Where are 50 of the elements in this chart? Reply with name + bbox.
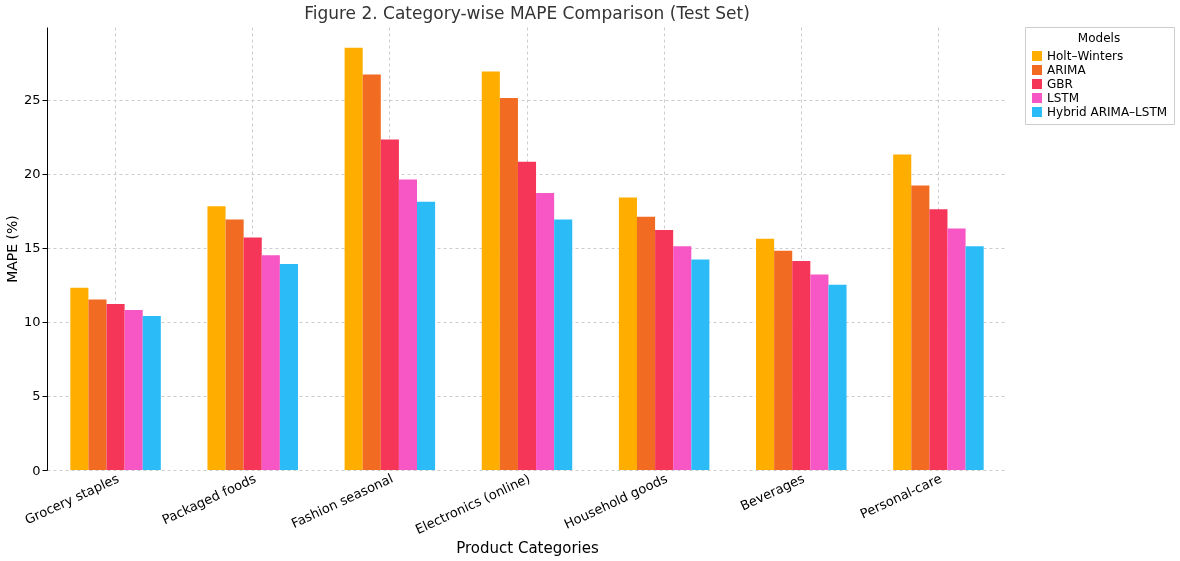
bar [261,255,280,470]
y-tick-label: 10 [23,314,41,330]
x-axis-title: Product Categories [456,539,599,558]
bar [691,259,710,470]
legend-label: LSTM [1047,91,1079,105]
bar [893,154,912,470]
y-tick-label: 20 [23,166,41,182]
bar [965,246,984,470]
bar [279,264,298,470]
bar [792,261,811,470]
bar [380,139,399,470]
bar [417,201,436,470]
bar [911,185,930,470]
bar [142,315,161,470]
bar [810,274,829,470]
bar [929,209,948,470]
legend-label: Holt–Winters [1047,49,1124,63]
legend-label: Hybrid ARIMA–LSTM [1047,105,1168,119]
bar [636,216,656,470]
bar [225,219,244,470]
chart-title: Figure 2. Category-wise MAPE Comparison (Test Set) [304,3,750,23]
bar [947,228,966,470]
y-tick-label: 25 [23,92,41,108]
bar [398,179,418,470]
bar [106,304,125,470]
bar [344,47,363,470]
bar [655,229,674,470]
y-axis-title: MAPE (%) [3,215,20,283]
y-tick-label: 15 [23,240,41,256]
bar [774,250,793,470]
legend-label: GBR [1047,77,1073,91]
legend-title: Models [1077,31,1121,45]
bar [362,74,381,470]
bar [756,238,775,470]
bar [554,219,573,470]
bar [499,98,518,470]
y-tick-label: 5 [32,388,41,404]
legend-label: ARIMA [1047,63,1087,77]
y-tick-label: 0 [32,462,41,478]
bar [517,161,537,470]
bar [243,237,262,470]
bar [673,246,692,470]
bar [618,197,637,470]
bar [70,287,89,470]
bar [536,192,555,470]
bar [481,71,500,470]
bar [124,309,143,470]
bar [88,299,107,470]
bar [828,284,847,470]
bar [207,206,226,470]
